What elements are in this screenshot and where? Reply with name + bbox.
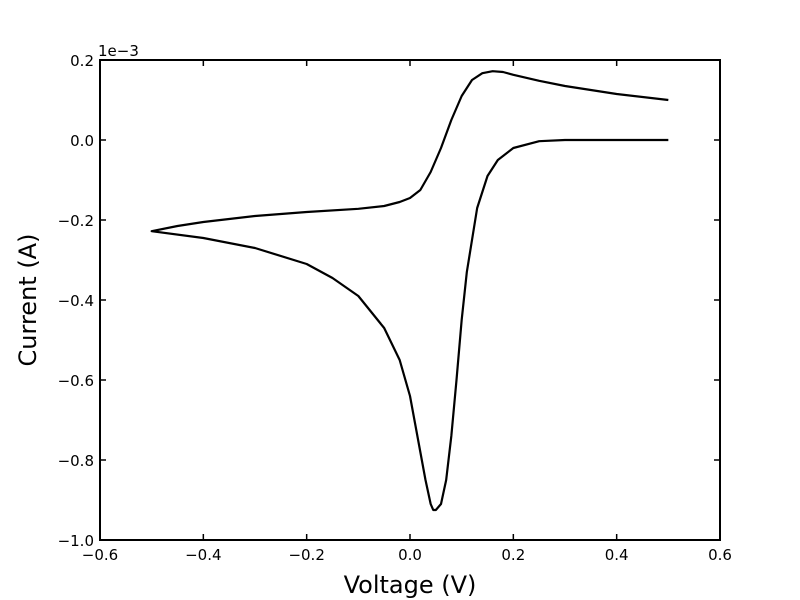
y-tick-label: −0.8 bbox=[58, 452, 94, 470]
y-tick-label: −0.2 bbox=[58, 212, 94, 230]
x-tick-label: 0.2 bbox=[501, 546, 525, 564]
y-offset-text: 1e−3 bbox=[98, 42, 139, 60]
y-tick-label: −0.6 bbox=[58, 372, 94, 390]
y-tick-label: 0.2 bbox=[70, 52, 94, 70]
y-tick-label: −0.4 bbox=[58, 292, 94, 310]
y-axis-label: Current (A) bbox=[14, 234, 42, 367]
x-tick-label: 0.0 bbox=[398, 546, 422, 564]
x-tick-label: −0.6 bbox=[82, 546, 118, 564]
x-tick-label: 0.4 bbox=[605, 546, 629, 564]
x-axis-label: Voltage (V) bbox=[344, 571, 477, 599]
x-tick-label: −0.4 bbox=[185, 546, 221, 564]
y-tick-label: −1.0 bbox=[58, 532, 94, 550]
plot-frame bbox=[99, 59, 721, 541]
y-tick-label: 0.0 bbox=[70, 132, 94, 150]
x-tick-label: −0.2 bbox=[288, 546, 324, 564]
data-line bbox=[150, 70, 669, 512]
x-tick-label: 0.6 bbox=[708, 546, 732, 564]
